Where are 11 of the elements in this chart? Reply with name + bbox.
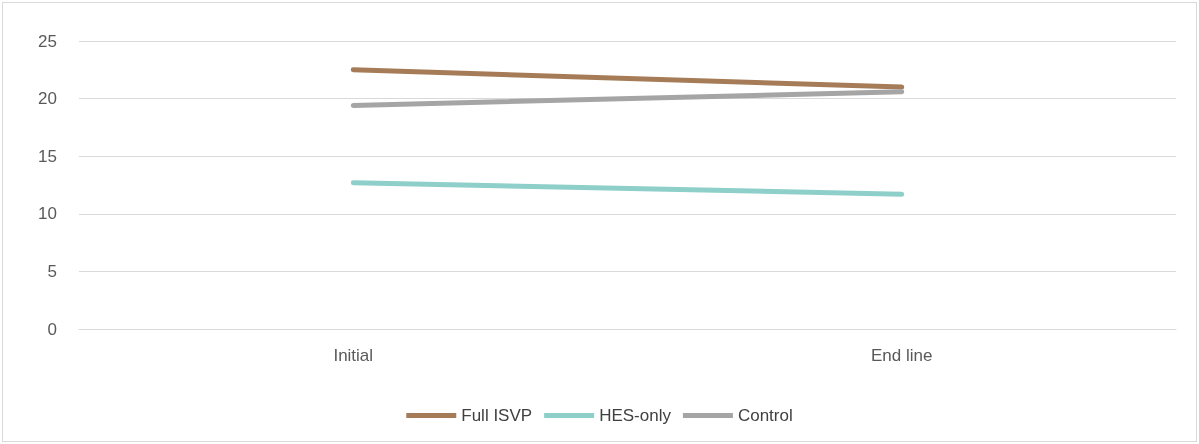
x-tick-label: Initial bbox=[333, 346, 374, 365]
legend-label: Full ISVP bbox=[461, 406, 533, 425]
y-tick-label: 0 bbox=[47, 319, 57, 339]
y-tick-label: 25 bbox=[38, 31, 57, 51]
x-tick-label: End line bbox=[871, 346, 933, 365]
y-tick-label: 5 bbox=[47, 261, 57, 281]
legend-label: HES-only bbox=[599, 406, 672, 425]
legend-label: Control bbox=[737, 406, 793, 425]
y-tick-label: 15 bbox=[38, 146, 57, 166]
y-tick-label: 10 bbox=[38, 204, 57, 224]
y-tick-label: 20 bbox=[38, 89, 57, 109]
